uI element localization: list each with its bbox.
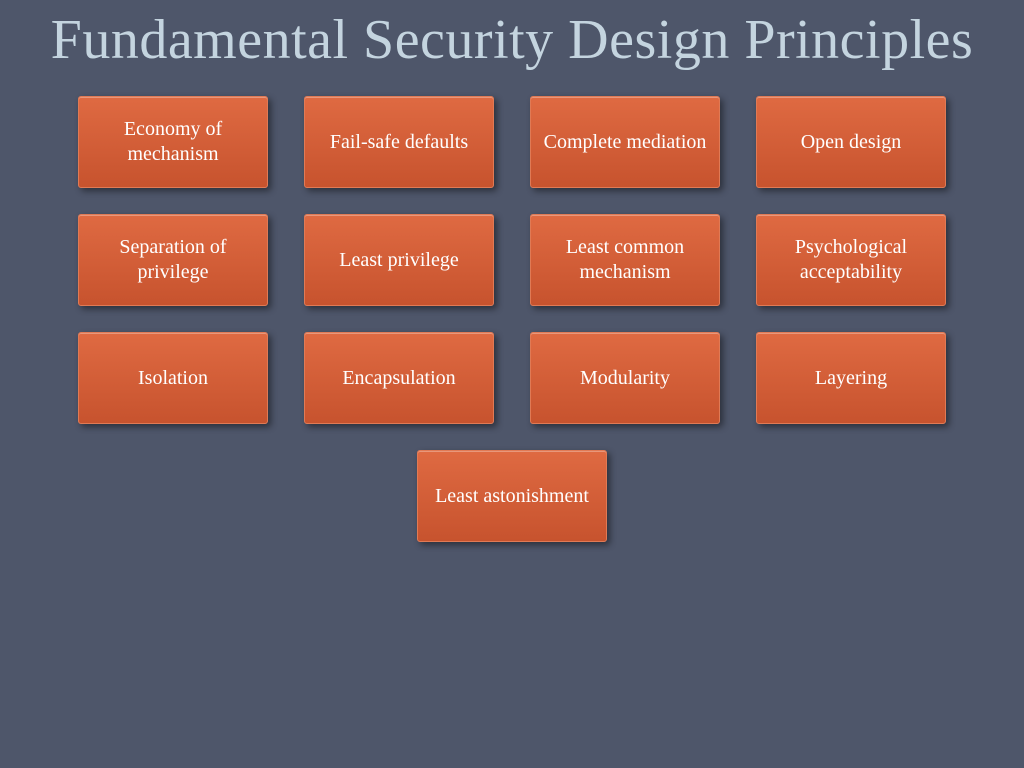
principle-tile: Least astonishment — [417, 450, 607, 542]
principle-tile: Separation of privilege — [78, 214, 268, 306]
principle-tile: Modularity — [530, 332, 720, 424]
principle-tile: Fail-safe defaults — [304, 96, 494, 188]
slide: Fundamental Security Design Principles E… — [0, 0, 1024, 768]
tile-row: Economy of mechanism Fail-safe defaults … — [78, 96, 946, 188]
tile-row: Isolation Encapsulation Modularity Layer… — [78, 332, 946, 424]
principle-tile: Psychological acceptability — [756, 214, 946, 306]
principle-tile: Complete mediation — [530, 96, 720, 188]
principle-tile: Encapsulation — [304, 332, 494, 424]
principle-tile: Economy of mechanism — [78, 96, 268, 188]
tile-grid: Economy of mechanism Fail-safe defaults … — [0, 96, 1024, 542]
principle-tile: Least common mechanism — [530, 214, 720, 306]
tile-row: Least astonishment — [417, 450, 607, 542]
principle-tile: Least privilege — [304, 214, 494, 306]
principle-tile: Open design — [756, 96, 946, 188]
principle-tile: Isolation — [78, 332, 268, 424]
tile-row: Separation of privilege Least privilege … — [78, 214, 946, 306]
slide-title: Fundamental Security Design Principles — [0, 10, 1024, 70]
principle-tile: Layering — [756, 332, 946, 424]
